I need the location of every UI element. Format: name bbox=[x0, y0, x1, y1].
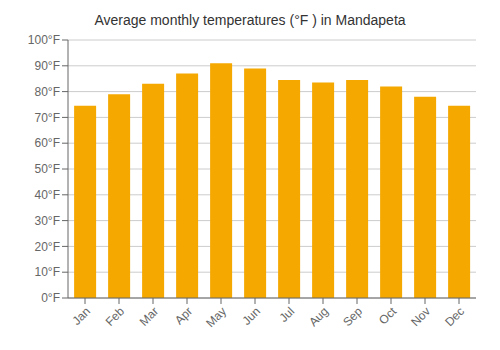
svg-text:Jan: Jan bbox=[70, 304, 94, 328]
svg-text:Nov: Nov bbox=[408, 304, 433, 329]
svg-text:Dec: Dec bbox=[442, 304, 467, 329]
svg-text:20°F: 20°F bbox=[35, 240, 60, 254]
svg-text:Oct: Oct bbox=[376, 304, 400, 328]
svg-text:80°F: 80°F bbox=[35, 85, 60, 99]
svg-text:50°F: 50°F bbox=[35, 162, 60, 176]
svg-text:Jun: Jun bbox=[240, 304, 264, 328]
svg-text:40°F: 40°F bbox=[35, 188, 60, 202]
svg-text:90°F: 90°F bbox=[35, 59, 60, 73]
svg-text:May: May bbox=[203, 304, 229, 330]
html-text:Average monthly temperatures (: Average monthly temperatures (°F ) in Ma… bbox=[94, 12, 406, 28]
svg-text:Apr: Apr bbox=[172, 304, 195, 327]
svg-text:Aug: Aug bbox=[306, 304, 331, 329]
svg-text:70°F: 70°F bbox=[35, 111, 60, 125]
svg-text:Feb: Feb bbox=[103, 304, 128, 329]
svg-text:0°F: 0°F bbox=[41, 291, 60, 305]
svg-text:10°F: 10°F bbox=[35, 265, 60, 279]
svg-text:Sep: Sep bbox=[340, 304, 365, 329]
svg-text:Mar: Mar bbox=[137, 304, 162, 329]
svg-text:100°F: 100°F bbox=[28, 33, 60, 47]
svg-text:60°F: 60°F bbox=[35, 136, 60, 150]
svg-text:30°F: 30°F bbox=[35, 214, 60, 228]
svg-text:Jul: Jul bbox=[276, 304, 297, 325]
